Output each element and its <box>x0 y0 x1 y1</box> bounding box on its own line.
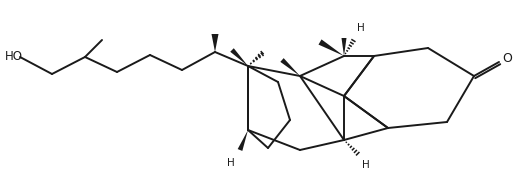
Text: H: H <box>362 160 370 170</box>
Text: O: O <box>502 53 512 66</box>
Polygon shape <box>318 40 344 56</box>
Text: H: H <box>357 23 365 33</box>
Polygon shape <box>280 58 300 76</box>
Polygon shape <box>238 130 248 151</box>
Polygon shape <box>342 38 346 56</box>
Polygon shape <box>211 34 219 52</box>
Text: HO: HO <box>5 50 23 64</box>
Polygon shape <box>230 48 248 66</box>
Text: H: H <box>227 158 235 168</box>
